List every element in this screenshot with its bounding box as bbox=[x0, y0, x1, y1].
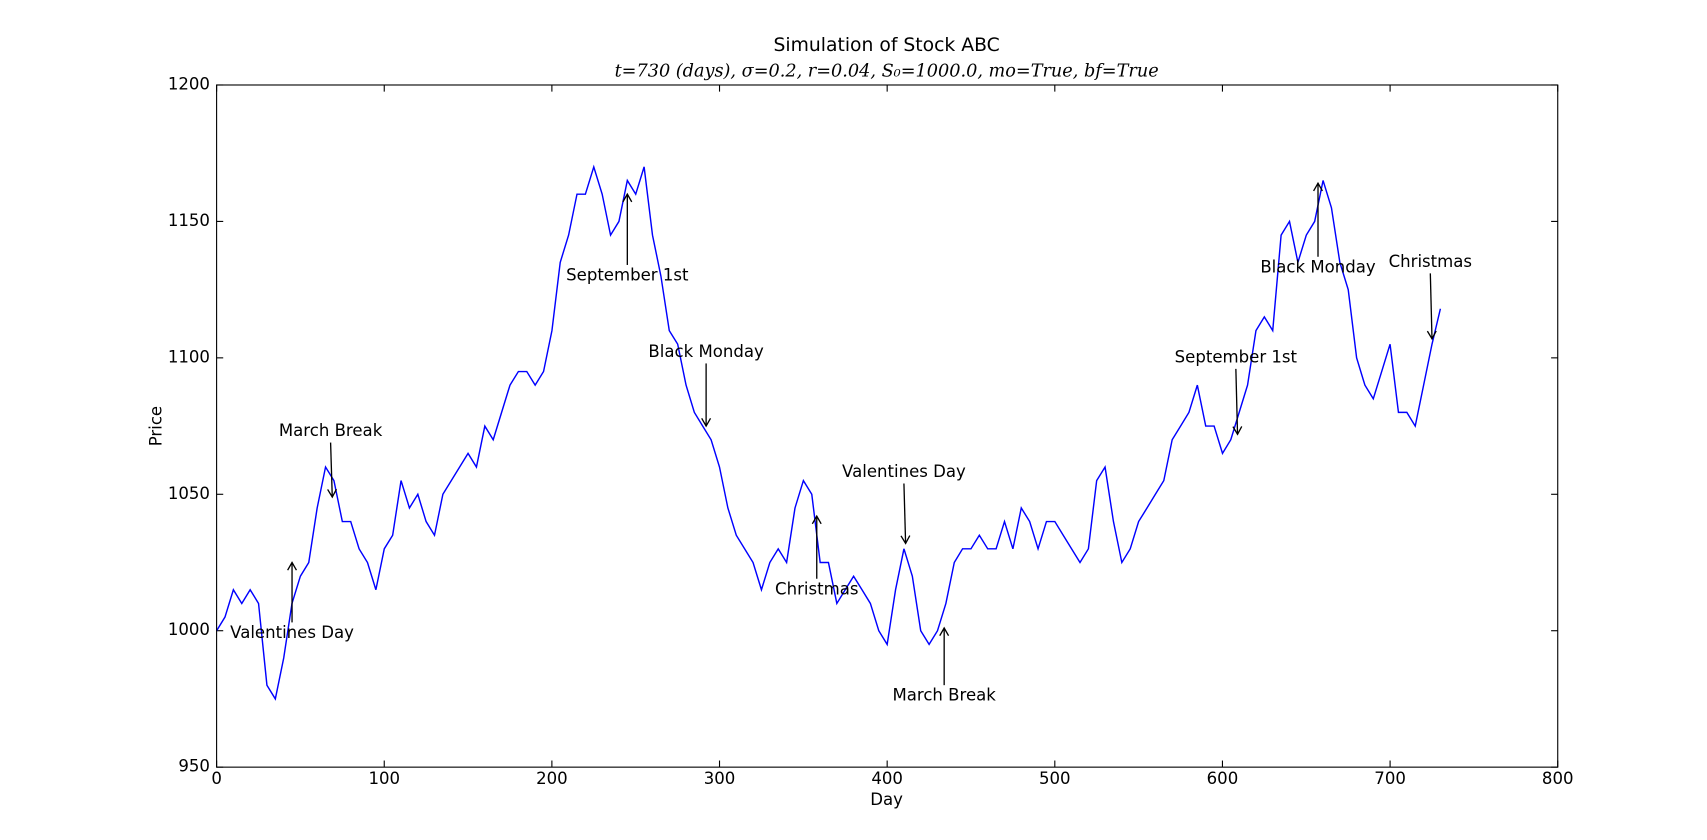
y-tick-label: 1150 bbox=[168, 211, 210, 230]
annotation-arrow bbox=[1426, 273, 1437, 341]
price-line bbox=[215, 164, 1442, 701]
y-tick-label: 1100 bbox=[168, 347, 210, 366]
x-tick-label: 700 bbox=[1374, 769, 1406, 788]
x-tick-label: 200 bbox=[536, 769, 568, 788]
annotation-text: Christmas bbox=[1389, 252, 1472, 271]
annotation-arrow bbox=[327, 442, 338, 499]
x-tick-label: 300 bbox=[704, 769, 736, 788]
y-tick-label: 1000 bbox=[168, 620, 210, 639]
plot-frame bbox=[216, 84, 1559, 768]
x-tick-label: 0 bbox=[211, 769, 222, 788]
x-tick-label: 400 bbox=[871, 769, 903, 788]
annotation-text: March Break bbox=[892, 686, 996, 705]
annotation-text: Valentines Day bbox=[230, 623, 354, 642]
annotation-text: September 1st bbox=[1175, 347, 1298, 366]
chart-title: Simulation of Stock ABC bbox=[774, 35, 1000, 56]
annotation-text: Christmas bbox=[775, 579, 858, 598]
annotation-arrow bbox=[900, 483, 911, 545]
x-tick-label: 500 bbox=[1039, 769, 1071, 788]
annotation-text: Black Monday bbox=[648, 342, 764, 361]
annotation-text: September 1st bbox=[566, 265, 689, 284]
y-tick-label: 1050 bbox=[168, 484, 210, 503]
y-axis-label: Price bbox=[146, 406, 165, 446]
x-tick-label: 800 bbox=[1542, 769, 1574, 788]
x-axis-label: Day bbox=[870, 790, 903, 809]
annotation-text: March Break bbox=[279, 421, 383, 440]
y-tick-label: 1200 bbox=[168, 74, 210, 93]
annotation-text: Black Monday bbox=[1260, 257, 1376, 276]
annotation-arrow bbox=[1232, 368, 1243, 436]
x-tick-label: 100 bbox=[368, 769, 400, 788]
y-tick-label: 950 bbox=[178, 757, 210, 776]
x-tick-label: 600 bbox=[1207, 769, 1239, 788]
chart-subtitle: t=730 (days), σ=0.2, r=0.04, S₀=1000.0, … bbox=[615, 62, 1159, 82]
annotation-text: Valentines Day bbox=[842, 462, 966, 481]
